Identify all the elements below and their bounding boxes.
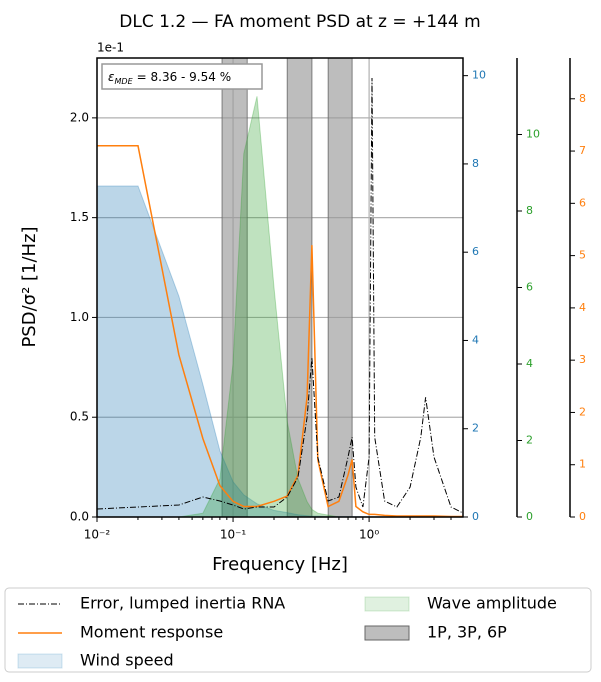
legend-label: Wave amplitude xyxy=(427,594,557,613)
y2-tick-label: 6 xyxy=(472,245,479,258)
legend-label: 1P, 3P, 6P xyxy=(427,623,507,642)
y2-tick-label: 10 xyxy=(472,69,486,82)
y4-tick-label: 4 xyxy=(579,301,586,314)
y2-tick-label: 8 xyxy=(472,157,479,170)
legend-swatch xyxy=(17,653,63,669)
y4-tick-label: 8 xyxy=(579,92,586,105)
plot-frame xyxy=(96,57,464,518)
y-tick-label: 2.0 xyxy=(70,110,89,124)
y-tick-label: 1.5 xyxy=(70,210,89,224)
y2-tick-label: 0 xyxy=(472,510,479,523)
x-tick-label: 10⁰ xyxy=(359,528,379,542)
y4-tick-label: 7 xyxy=(579,144,586,157)
y2-tick-label: 2 xyxy=(472,422,479,435)
chart-title: DLC 1.2 — FA moment PSD at z = +144 m xyxy=(119,12,480,32)
y4-tick-label: 5 xyxy=(579,249,586,262)
y4-tick-label: 0 xyxy=(579,510,586,523)
harmonic-band xyxy=(327,57,353,518)
y3-tick-label: 6 xyxy=(526,281,533,294)
offset-label: 1e-1 xyxy=(97,41,124,55)
y-tick-label: 0.5 xyxy=(70,410,89,424)
annotation-symbol: ε xyxy=(108,70,115,84)
x-tick-label: 10⁻² xyxy=(84,528,111,542)
legend-box xyxy=(4,587,592,673)
y3-tick-label: 8 xyxy=(526,204,533,217)
x-label: Frequency [Hz] xyxy=(212,554,348,575)
legend-label: Error, lumped inertia RNA xyxy=(80,594,285,613)
y3-tick-label: 2 xyxy=(526,434,533,447)
y4-tick-label: 1 xyxy=(579,458,586,471)
y-tick-label: 1.0 xyxy=(70,310,89,324)
y2-tick-label: 4 xyxy=(472,333,479,346)
line xyxy=(96,77,464,514)
annotation-box xyxy=(101,63,263,90)
y3-tick-label: 0 xyxy=(526,510,533,523)
y-tick-label: 0.0 xyxy=(70,510,89,524)
y-label: PSD/σ² [1/Hz] xyxy=(19,226,40,347)
legend-label: Moment response xyxy=(80,623,223,642)
legend-swatch xyxy=(364,625,410,641)
line xyxy=(97,145,463,518)
annotation-subscript: MDE xyxy=(115,77,134,86)
annotation: εMDE = 8.36 - 9.54 % xyxy=(101,63,263,90)
annotation-value: = 8.36 - 9.54 % xyxy=(137,70,231,84)
harmonic-band xyxy=(221,57,248,518)
legend-swatch xyxy=(364,596,410,612)
y3-tick-label: 4 xyxy=(526,357,533,370)
legend-label: Wind speed xyxy=(80,651,174,670)
annotation-text: εMDE = 8.36 - 9.54 % xyxy=(108,70,231,86)
y3-tick-label: 10 xyxy=(526,128,540,141)
y4-tick-label: 3 xyxy=(579,353,586,366)
y4-tick-label: 6 xyxy=(579,196,586,209)
y4-tick-label: 2 xyxy=(579,405,586,418)
x-tick-label: 10⁻¹ xyxy=(220,528,247,542)
harmonic-band xyxy=(286,57,313,518)
